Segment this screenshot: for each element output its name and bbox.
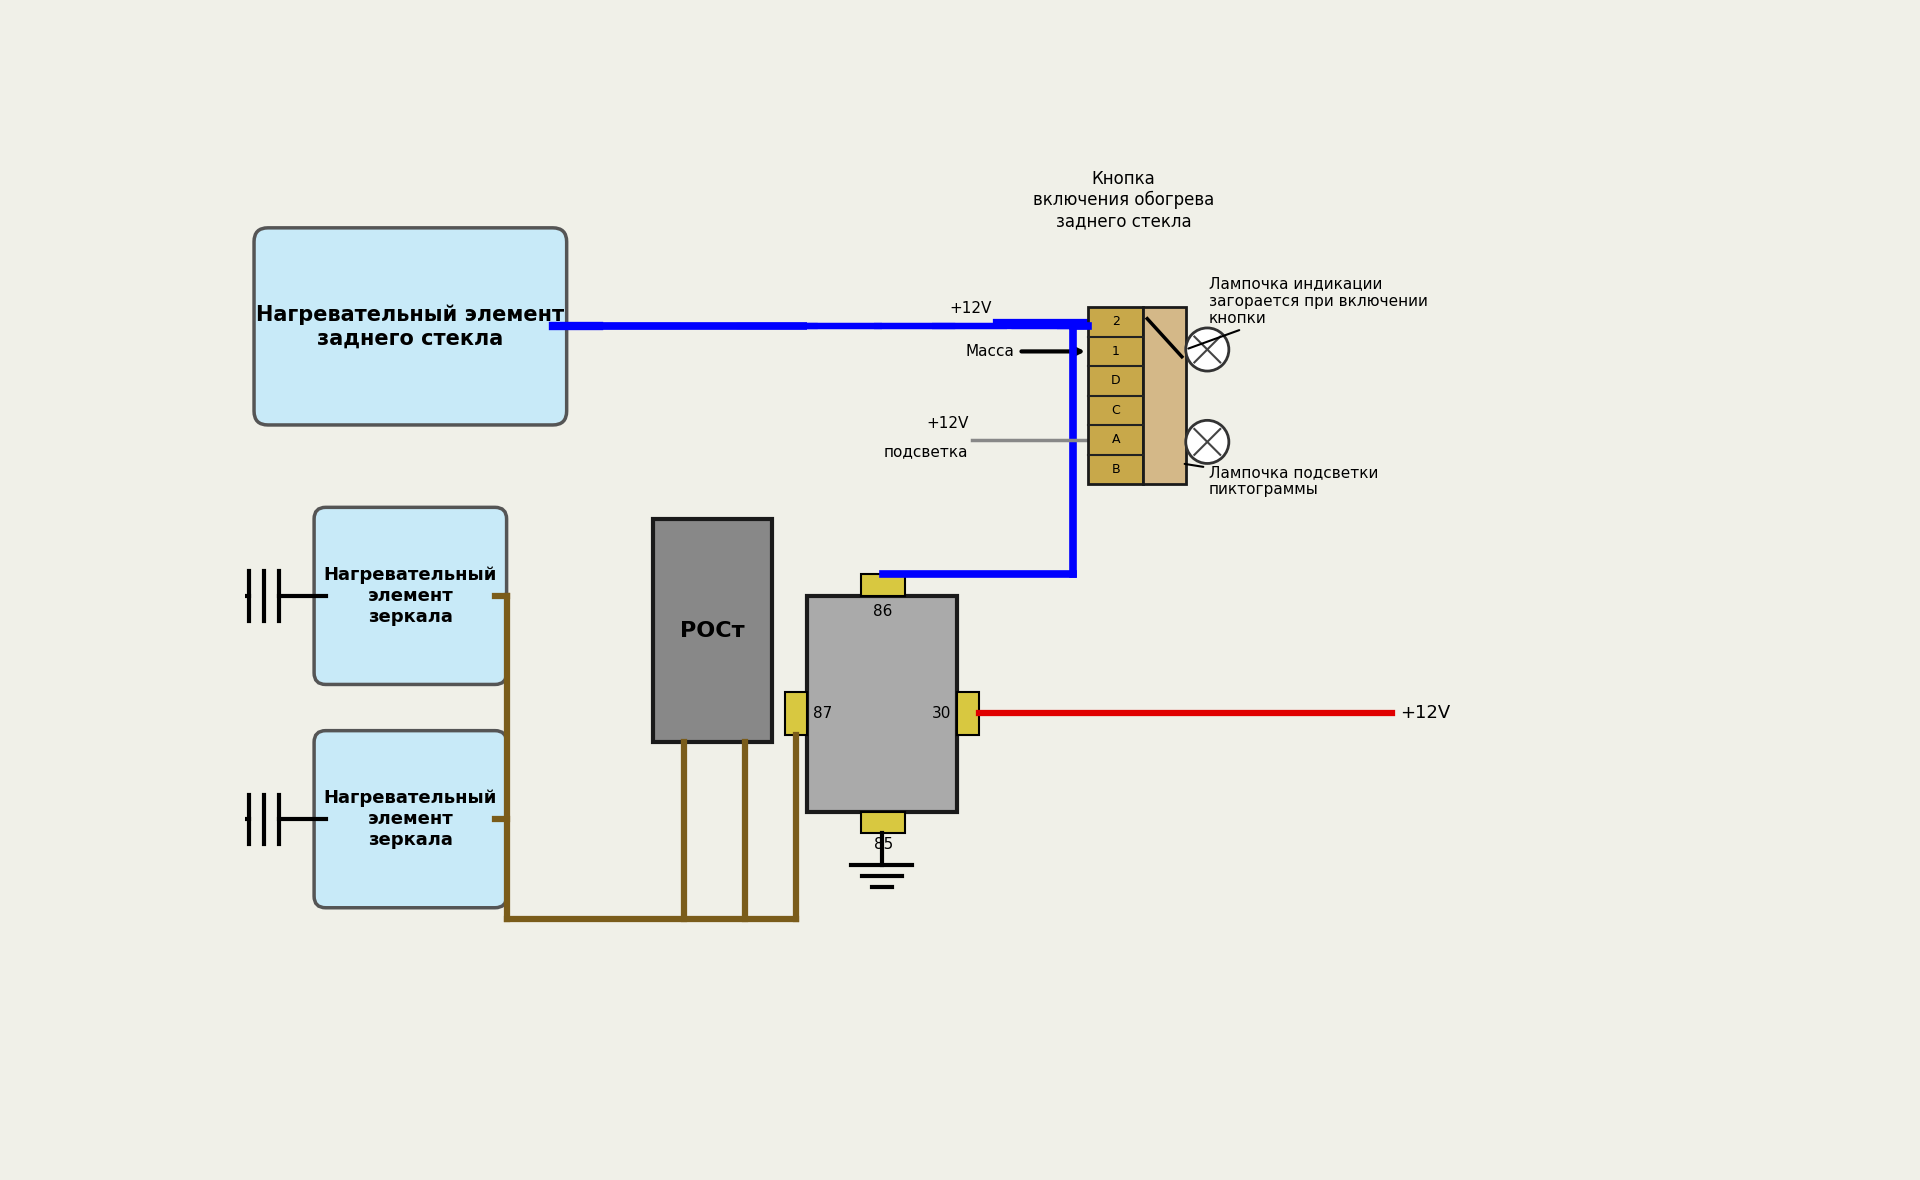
Text: A: A — [1112, 433, 1119, 446]
FancyBboxPatch shape — [315, 730, 507, 907]
Bar — [956, 693, 979, 734]
Text: +12V: +12V — [1400, 704, 1450, 722]
Text: B: B — [1112, 463, 1119, 476]
FancyBboxPatch shape — [315, 507, 507, 684]
Bar — [806, 596, 956, 812]
Bar — [653, 519, 772, 742]
Text: +12V: +12V — [925, 415, 968, 431]
Text: Нагревательный
элемент
зеркала: Нагревательный элемент зеркала — [324, 789, 497, 848]
Text: 86: 86 — [874, 604, 893, 618]
Bar — [785, 693, 806, 734]
Text: Нагревательный элемент
заднего стекла: Нагревательный элемент заднего стекла — [255, 304, 564, 348]
Text: Масса: Масса — [966, 343, 1016, 359]
Text: C: C — [1112, 404, 1119, 417]
Text: Лампочка подсветки
пиктограммы: Лампочка подсветки пиктограммы — [1185, 464, 1379, 498]
Text: 2: 2 — [1112, 315, 1119, 328]
Text: 85: 85 — [874, 837, 893, 852]
Text: подсветка: подсветка — [883, 444, 968, 459]
Text: +12V: +12V — [948, 301, 993, 316]
Text: 30: 30 — [931, 706, 950, 721]
Text: 1: 1 — [1112, 345, 1119, 358]
Circle shape — [1187, 328, 1229, 371]
Bar — [860, 575, 906, 596]
FancyBboxPatch shape — [253, 228, 566, 425]
Bar — [1089, 307, 1144, 484]
Text: РОСт: РОСт — [680, 621, 745, 641]
Bar — [860, 812, 906, 833]
Circle shape — [1187, 420, 1229, 464]
Text: Нагревательный
элемент
зеркала: Нагревательный элемент зеркала — [324, 566, 497, 625]
Text: Лампочка индикации
загорается при включении
кнопки: Лампочка индикации загорается при включе… — [1188, 276, 1428, 348]
Text: D: D — [1112, 374, 1121, 387]
Bar — [1144, 307, 1187, 484]
Text: 87: 87 — [812, 706, 831, 721]
Text: Кнопка
включения обогрева
заднего стекла: Кнопка включения обогрева заднего стекла — [1033, 170, 1213, 230]
